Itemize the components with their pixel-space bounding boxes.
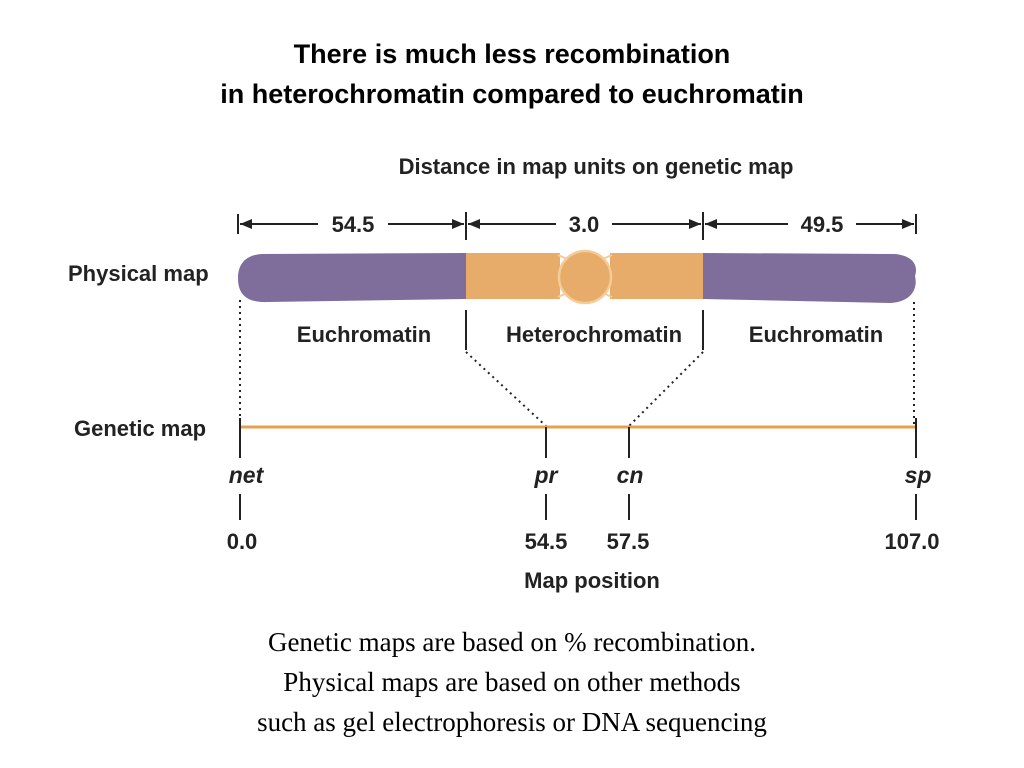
connector-cn [628, 351, 704, 427]
gene-position-cn: 57.5 [607, 529, 650, 554]
arrow-head [902, 219, 914, 229]
genetic-map-label: Genetic map [74, 416, 206, 441]
distance-arrows [237, 212, 917, 240]
arrow-head [468, 219, 480, 229]
euchromatin-left [238, 253, 466, 303]
arrow-head [689, 219, 701, 229]
distance-header: Distance in map units on genetic map [399, 154, 794, 179]
gene-name-cn: cn [617, 462, 644, 488]
arrow-head [240, 219, 252, 229]
caption: Genetic maps are based on % recombinatio… [0, 622, 1024, 742]
arrow-head [705, 219, 717, 229]
map-position-label: Map position [524, 568, 660, 593]
gene-name-pr: pr [534, 462, 559, 488]
gene-position-pr: 54.5 [525, 529, 568, 554]
heterochromatin-left [466, 253, 560, 299]
physical-map-label: Physical map [68, 261, 209, 286]
caption-line-2: Physical maps are based on other methods [283, 667, 741, 697]
slide-title: There is much less recombination in hete… [0, 34, 1024, 114]
connector-lines [239, 300, 915, 427]
arrow-head [452, 219, 464, 229]
region-label-euchromatin-right: Euchromatin [749, 322, 883, 347]
distance-label-3: 49.5 [801, 212, 844, 237]
connector-pr [465, 351, 547, 427]
gene-position-net: 0.0 [227, 529, 258, 554]
caption-line-1: Genetic maps are based on % recombinatio… [267, 627, 757, 657]
gene-ticks [239, 418, 917, 520]
distance-label-2: 3.0 [569, 212, 600, 237]
gene-position-sp: 107.0 [884, 529, 939, 554]
gene-name-net: net [229, 462, 265, 488]
centromere [557, 249, 613, 305]
euchromatin-right [703, 253, 916, 303]
caption-line-3: such as gel electrophoresis or DNA seque… [257, 707, 767, 737]
title-line-1: There is much less recombination [293, 39, 731, 69]
arrow-heads [240, 219, 914, 229]
chromosome [238, 249, 916, 305]
title-line-2: in heterochromatin compared to euchromat… [220, 79, 804, 109]
gene-name-sp: sp [905, 462, 932, 488]
region-label-heterochromatin: Heterochromatin [506, 322, 682, 347]
heterochromatin-right [610, 253, 703, 299]
region-boundaries [465, 310, 704, 350]
distance-label-1: 54.5 [332, 212, 375, 237]
region-label-euchromatin-left: Euchromatin [297, 322, 431, 347]
